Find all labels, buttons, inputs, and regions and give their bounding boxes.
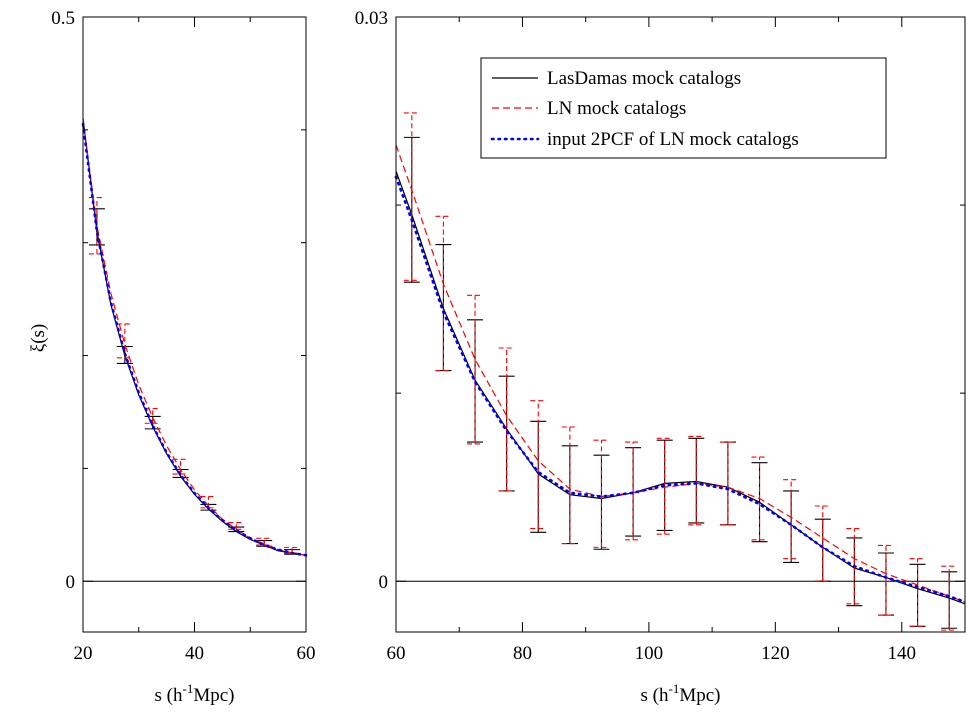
p1-errorbar-s1-11 (751, 456, 768, 541)
p0-errorbar-s1-5 (228, 521, 245, 530)
p1-errorbar-s1-13 (814, 505, 831, 582)
p0-x-tick-label-2: 60 (297, 643, 316, 664)
p0-x-tick-label-1: 40 (185, 643, 204, 664)
p1-errorbar-s1-17 (941, 565, 958, 631)
p0-series-line-2 (81, 122, 308, 557)
p1-errorbar-s1-4 (530, 400, 547, 530)
p0-x-tick-label-0: 20 (74, 643, 93, 664)
p1-x-tick-label-3: 120 (761, 643, 790, 664)
p1-errorbar-s1-8 (656, 437, 673, 535)
right-plot-frame (395, 16, 966, 633)
p1-x-tick-label-1: 80 (513, 643, 532, 664)
p0-y-tick-label-0: 0 (66, 572, 76, 593)
p1-series-line-2 (394, 175, 966, 604)
p1-x-tick-label-2: 100 (635, 643, 664, 664)
p1-x-tick-label-4: 140 (888, 643, 917, 664)
legend-box (480, 57, 887, 159)
p1-errorbar-s1-10 (719, 441, 736, 526)
left-series-group (81, 118, 308, 557)
p1-errorbar-s1-0 (403, 112, 420, 281)
legend: LasDamas mock catalogs LN mock catalogs … (480, 57, 887, 159)
p1-errorbar-s0-0 (403, 136, 420, 283)
p1-y-tick-label-0: 0 (379, 572, 389, 593)
right-series-group (394, 112, 966, 631)
right-ticks-group: 60 80 100 120 140 0 0.03 (355, 8, 965, 664)
legend-label-lasdamas: LasDamas mock catalogs (547, 68, 741, 89)
p1-errorbar-s1-1 (435, 215, 452, 372)
p0-errorbar-s1-3 (172, 458, 189, 475)
p0-series-line-1 (82, 118, 307, 556)
left-x-axis-label: s (h-1Mpc) (155, 681, 235, 706)
p1-series-line-0 (395, 170, 966, 605)
left-panel: 20 40 60 0 0.5 s (h-1Mpc) ξ(s) (28, 8, 316, 706)
left-y-axis-label: ξ(s) (28, 324, 49, 353)
legend-label-ln: LN mock catalogs (547, 98, 686, 119)
p0-errorbar-s1-0 (88, 197, 105, 255)
p1-errorbar-s1-14 (846, 528, 863, 605)
p0-errorbar-s1-1 (116, 323, 133, 359)
p1-errorbar-s1-6 (593, 439, 610, 548)
legend-label-input: input 2PCF of LN mock catalogs (547, 129, 799, 150)
p0-errorbar-s1-6 (256, 537, 273, 546)
p1-x-tick-label-0: 60 (387, 643, 406, 664)
p1-errorbar-s1-15 (877, 544, 894, 616)
left-ticks-group: 20 40 60 0 0.5 (51, 8, 315, 664)
p0-y-tick-label-1: 0.5 (51, 8, 75, 29)
p1-errorbar-s1-9 (688, 435, 705, 526)
p1-errorbar-s1-5 (561, 426, 578, 545)
p1-errorbar-s1-7 (625, 441, 642, 541)
p1-errorbar-s1-16 (909, 558, 926, 627)
p1-errorbar-s1-12 (783, 479, 800, 560)
right-x-axis-label: s (h-1Mpc) (641, 681, 721, 706)
p1-errorbar-s1-3 (498, 347, 515, 492)
p1-y-tick-label-1: 0.03 (355, 8, 388, 29)
p1-series-line-1 (395, 144, 966, 603)
p0-errorbar-s1-2 (144, 408, 161, 424)
right-panel: 60 80 100 120 140 0 0.03 s (h-1Mpc) LasDamas m… (355, 8, 966, 706)
p1-errorbar-s1-2 (467, 294, 484, 445)
